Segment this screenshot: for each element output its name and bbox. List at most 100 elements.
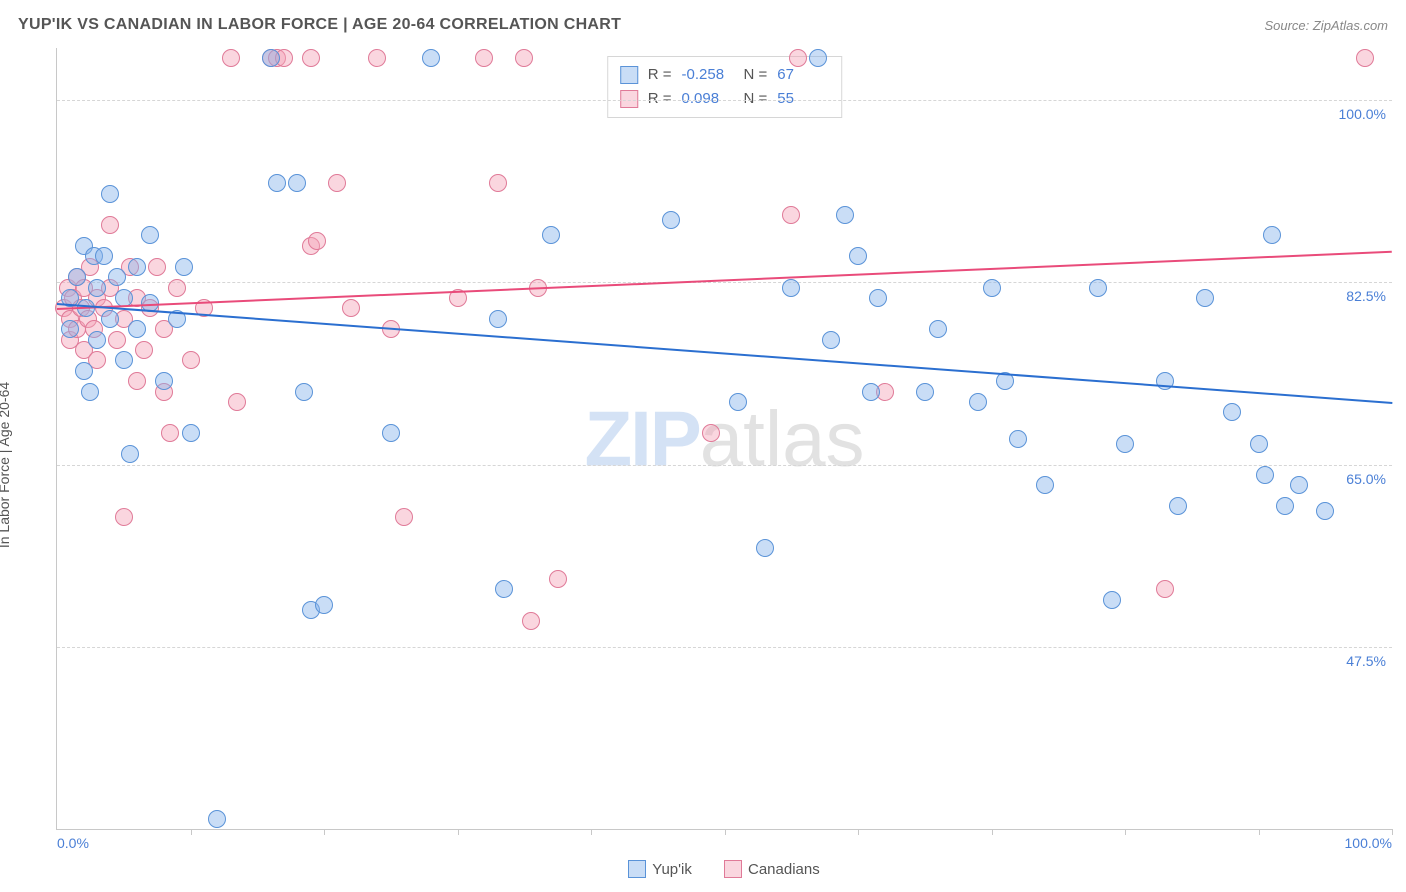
- data-point: [128, 258, 146, 276]
- data-point: [115, 351, 133, 369]
- data-point: [182, 351, 200, 369]
- data-point: [228, 393, 246, 411]
- x-tick: [992, 829, 993, 835]
- data-point: [422, 49, 440, 67]
- data-point: [549, 570, 567, 588]
- data-point: [268, 174, 286, 192]
- data-point: [135, 341, 153, 359]
- data-point: [101, 185, 119, 203]
- data-point: [542, 226, 560, 244]
- data-point: [342, 299, 360, 317]
- data-point: [1263, 226, 1281, 244]
- data-point: [88, 279, 106, 297]
- bottom-swatch-canadians: [724, 860, 742, 878]
- data-point: [702, 424, 720, 442]
- data-point: [175, 258, 193, 276]
- bottom-legend: Yup'ik Canadians: [56, 860, 1392, 882]
- chart-title: YUP'IK VS CANADIAN IN LABOR FORCE | AGE …: [18, 16, 621, 34]
- data-point: [288, 174, 306, 192]
- data-point: [849, 247, 867, 265]
- data-point: [1103, 591, 1121, 609]
- data-point: [161, 424, 179, 442]
- legend-r-yupik: -0.258: [682, 63, 734, 87]
- correlation-legend: R = -0.258 N = 67 R = 0.098 N = 55: [607, 56, 843, 118]
- data-point: [1009, 430, 1027, 448]
- data-point: [1290, 476, 1308, 494]
- data-point: [108, 331, 126, 349]
- gridline: [57, 282, 1392, 283]
- data-point: [1116, 435, 1134, 453]
- data-point: [1089, 279, 1107, 297]
- watermark: ZIPatlas: [584, 393, 864, 484]
- data-point: [869, 289, 887, 307]
- y-tick-label: 47.5%: [1346, 653, 1386, 669]
- x-tick: [324, 829, 325, 835]
- data-point: [1196, 289, 1214, 307]
- data-point: [983, 279, 1001, 297]
- bottom-legend-canadians: Canadians: [724, 860, 820, 878]
- x-tick: [1392, 829, 1393, 835]
- data-point: [75, 362, 93, 380]
- data-point: [108, 268, 126, 286]
- data-point: [782, 279, 800, 297]
- data-point: [121, 445, 139, 463]
- data-point: [1356, 49, 1374, 67]
- data-point: [809, 49, 827, 67]
- gridline: [57, 465, 1392, 466]
- data-point: [101, 216, 119, 234]
- data-point: [729, 393, 747, 411]
- data-point: [1276, 497, 1294, 515]
- source-label: Source: ZipAtlas.com: [1264, 18, 1388, 33]
- data-point: [515, 49, 533, 67]
- y-tick-label: 65.0%: [1346, 471, 1386, 487]
- data-point: [315, 596, 333, 614]
- x-tick: [1125, 829, 1126, 835]
- data-point: [475, 49, 493, 67]
- data-point: [929, 320, 947, 338]
- data-point: [115, 508, 133, 526]
- data-point: [1250, 435, 1268, 453]
- data-point: [155, 372, 173, 390]
- x-tick: [725, 829, 726, 835]
- legend-n-canadians: 55: [777, 87, 829, 111]
- data-point: [489, 310, 507, 328]
- bottom-legend-yupik: Yup'ik: [628, 860, 692, 878]
- legend-r-canadians: 0.098: [682, 87, 734, 111]
- data-point: [822, 331, 840, 349]
- data-point: [308, 232, 326, 250]
- data-point: [222, 49, 240, 67]
- data-point: [328, 174, 346, 192]
- data-point: [836, 206, 854, 224]
- data-point: [141, 226, 159, 244]
- bottom-swatch-yupik: [628, 860, 646, 878]
- trend-line: [57, 251, 1392, 310]
- data-point: [302, 49, 320, 67]
- x-tick: [591, 829, 592, 835]
- data-point: [756, 539, 774, 557]
- y-tick-label: 100.0%: [1339, 106, 1386, 122]
- x-tick: [458, 829, 459, 835]
- x-max-label: 100.0%: [1345, 835, 1392, 851]
- data-point: [128, 372, 146, 390]
- data-point: [168, 279, 186, 297]
- data-point: [662, 211, 680, 229]
- data-point: [1036, 476, 1054, 494]
- data-point: [969, 393, 987, 411]
- x-tick: [191, 829, 192, 835]
- data-point: [489, 174, 507, 192]
- data-point: [382, 424, 400, 442]
- data-point: [789, 49, 807, 67]
- legend-swatch-canadians: [620, 90, 638, 108]
- x-tick: [1259, 829, 1260, 835]
- legend-row-canadians: R = 0.098 N = 55: [620, 87, 830, 111]
- data-point: [148, 258, 166, 276]
- x-tick: [858, 829, 859, 835]
- legend-swatch-yupik: [620, 66, 638, 84]
- data-point: [782, 206, 800, 224]
- data-point: [368, 49, 386, 67]
- data-point: [862, 383, 880, 401]
- data-point: [61, 320, 79, 338]
- data-point: [182, 424, 200, 442]
- data-point: [88, 331, 106, 349]
- data-point: [128, 320, 146, 338]
